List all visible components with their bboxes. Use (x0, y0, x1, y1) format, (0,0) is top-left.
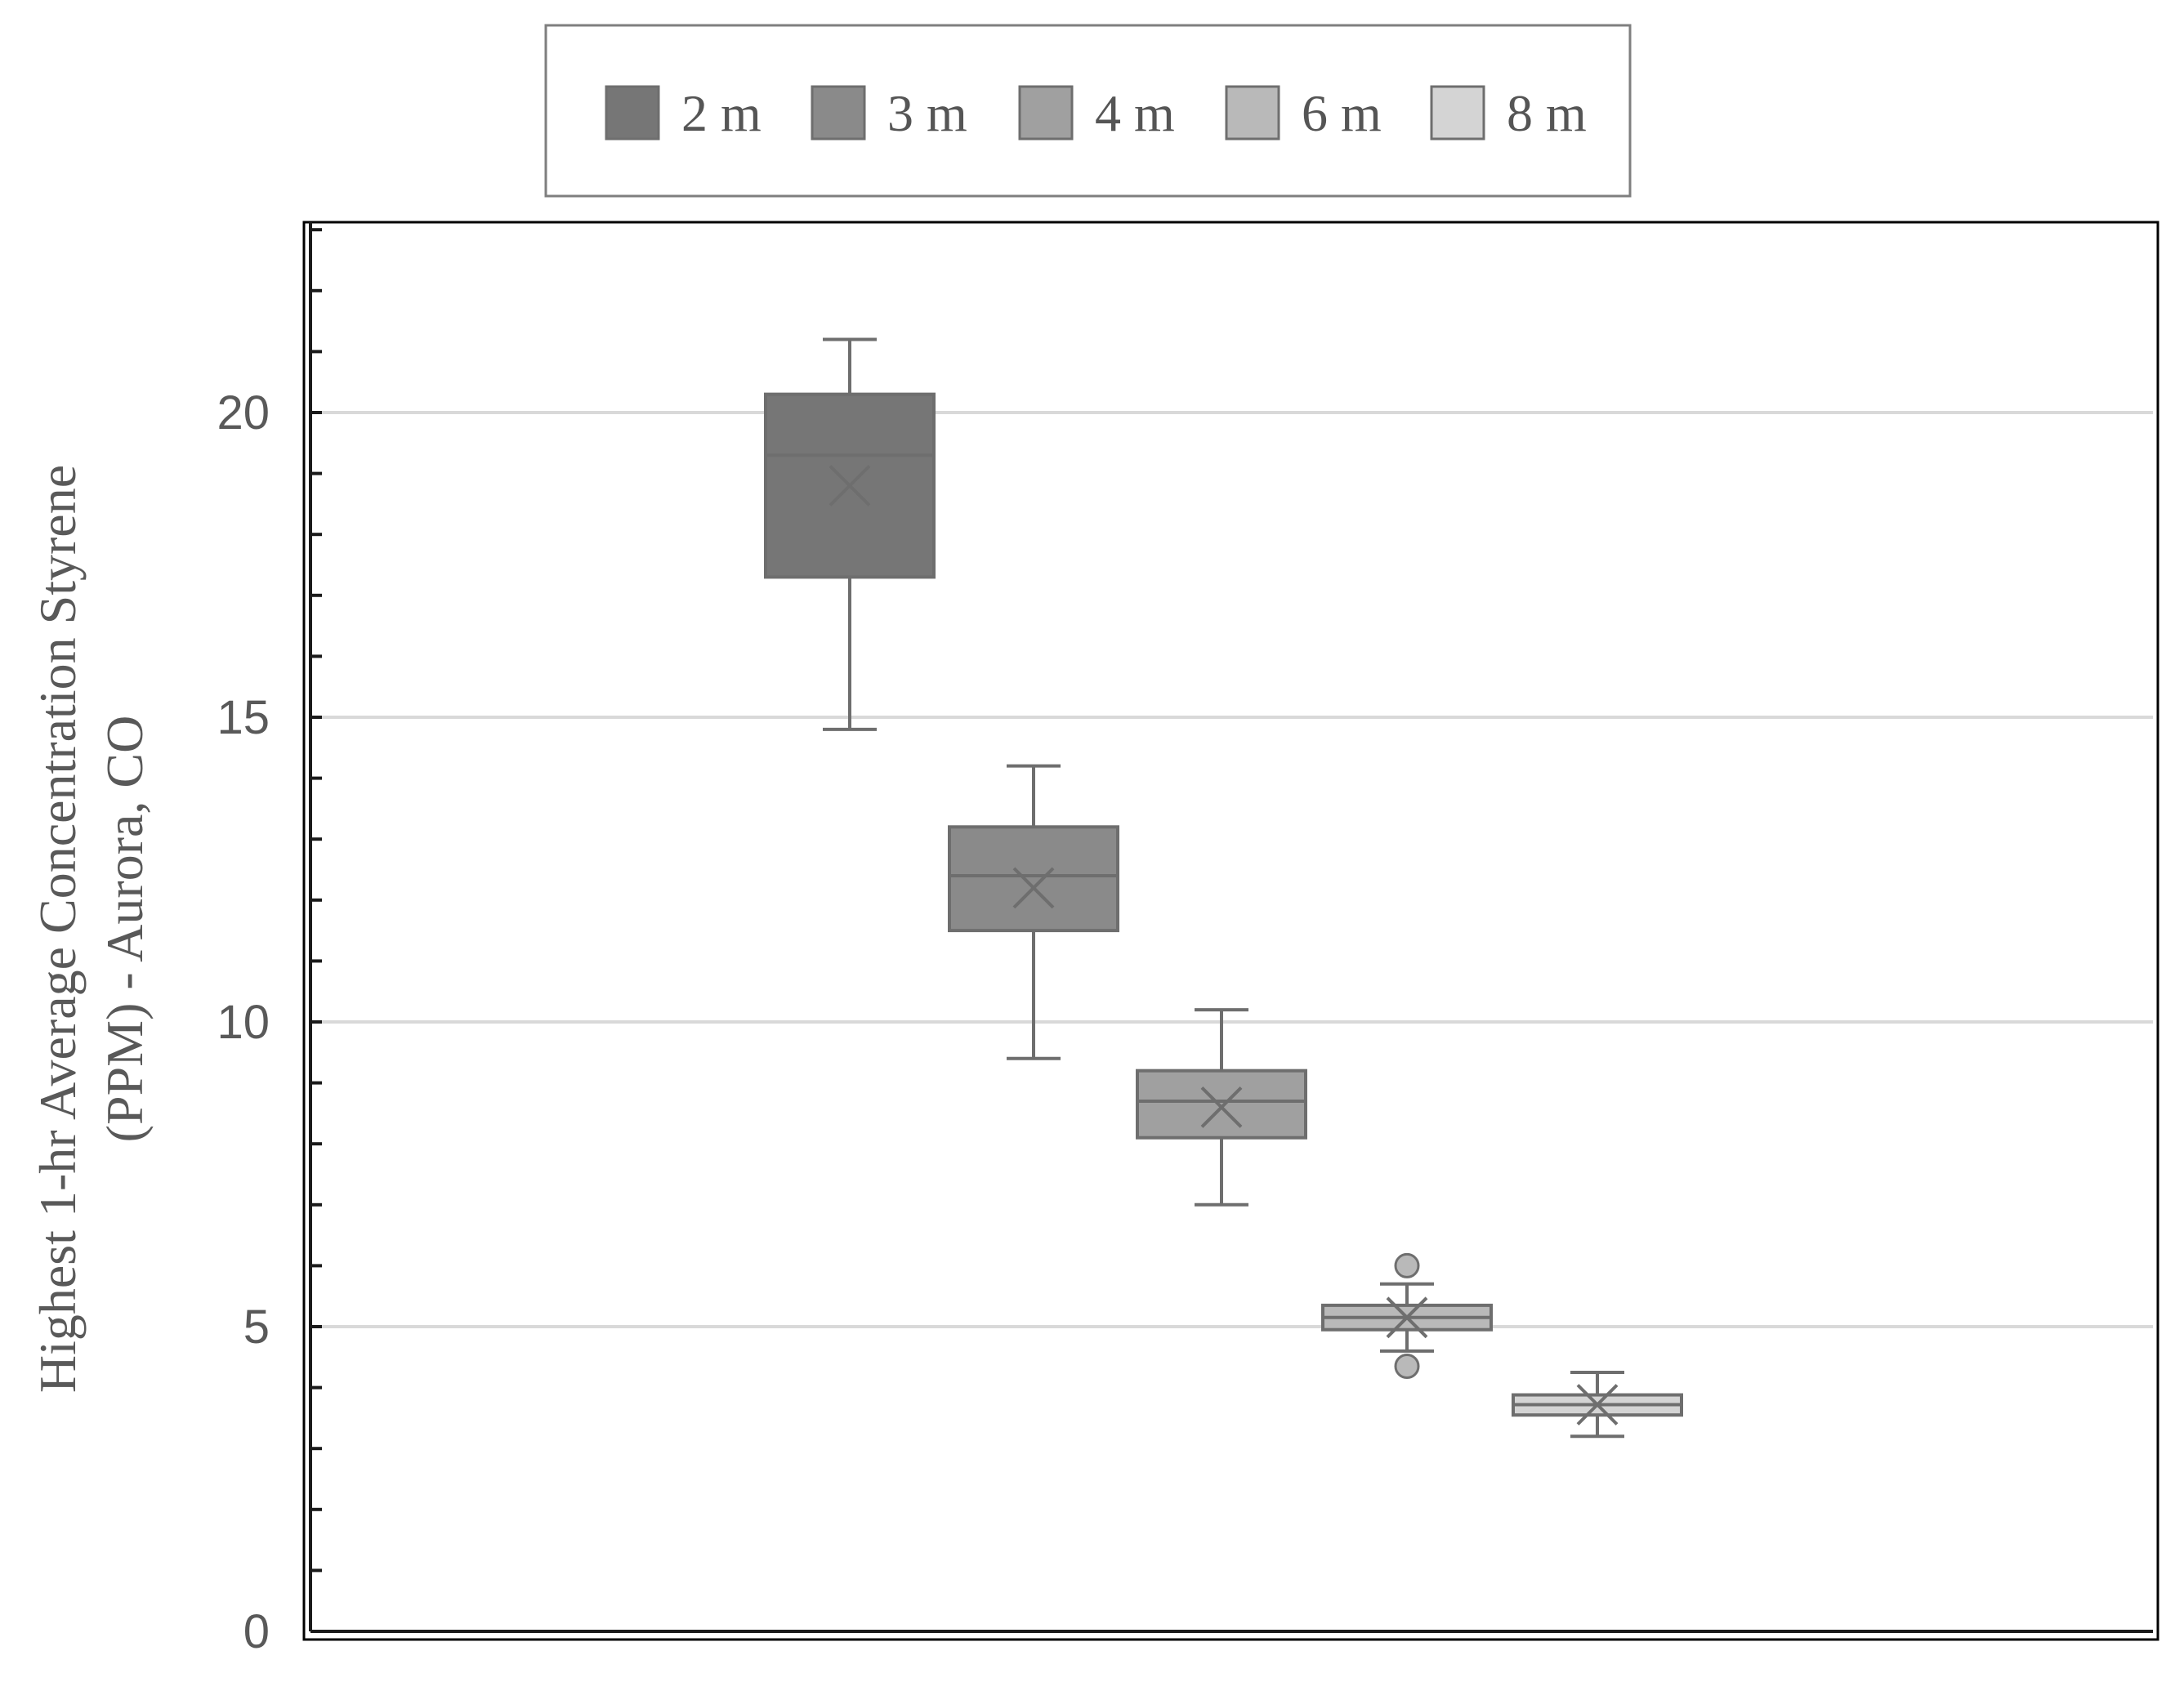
box-2m (764, 337, 936, 731)
legend-swatch (811, 85, 866, 141)
y-axis-label-line: (PPM) - Aurora, CO (96, 716, 154, 1143)
y-tick-label: 20 (217, 386, 270, 439)
legend-item: 4 m (1018, 84, 1175, 142)
legend-swatch (1018, 85, 1074, 141)
y-axis-label: Highest 1-hr Average Concentration Styre… (29, 465, 154, 1393)
outlier-point (1394, 1252, 1420, 1278)
legend-item: 6 m (1225, 84, 1382, 142)
mean-marker (1576, 1384, 1619, 1425)
y-tick-label: 5 (243, 1301, 270, 1354)
plot-frame (302, 221, 2159, 1641)
box-iqr (1136, 1069, 1307, 1140)
y-tick-label: 10 (217, 996, 270, 1049)
box-iqr (948, 825, 1119, 933)
mean-marker (1012, 867, 1055, 909)
outlier-point (1394, 1353, 1420, 1379)
box-6m (1321, 1252, 1493, 1379)
box-4m (1136, 1008, 1307, 1207)
legend-swatch (605, 85, 660, 141)
y-tick-label: 15 (217, 691, 270, 744)
mean-marker (828, 465, 871, 506)
mean-marker (1386, 1296, 1428, 1339)
box-8m (1512, 1370, 1683, 1439)
legend: 2 m 3 m 4 m 6 m 8 m (544, 24, 1632, 198)
y-tick-label: 0 (243, 1605, 270, 1658)
legend-item: 3 m (811, 84, 967, 142)
legend-label: 6 m (1302, 84, 1382, 142)
y-axis-label-line: Highest 1-hr Average Concentration Styre… (29, 465, 87, 1393)
legend-item: 2 m (605, 84, 761, 142)
legend-swatch (1225, 85, 1280, 141)
legend-label: 8 m (1507, 84, 1587, 142)
legend-item: 8 m (1430, 84, 1587, 142)
box-3m (948, 764, 1119, 1060)
legend-label: 2 m (681, 84, 761, 142)
legend-swatch (1430, 85, 1485, 141)
mean-marker (1200, 1086, 1243, 1128)
legend-label: 3 m (887, 84, 967, 142)
legend-label: 4 m (1095, 84, 1175, 142)
